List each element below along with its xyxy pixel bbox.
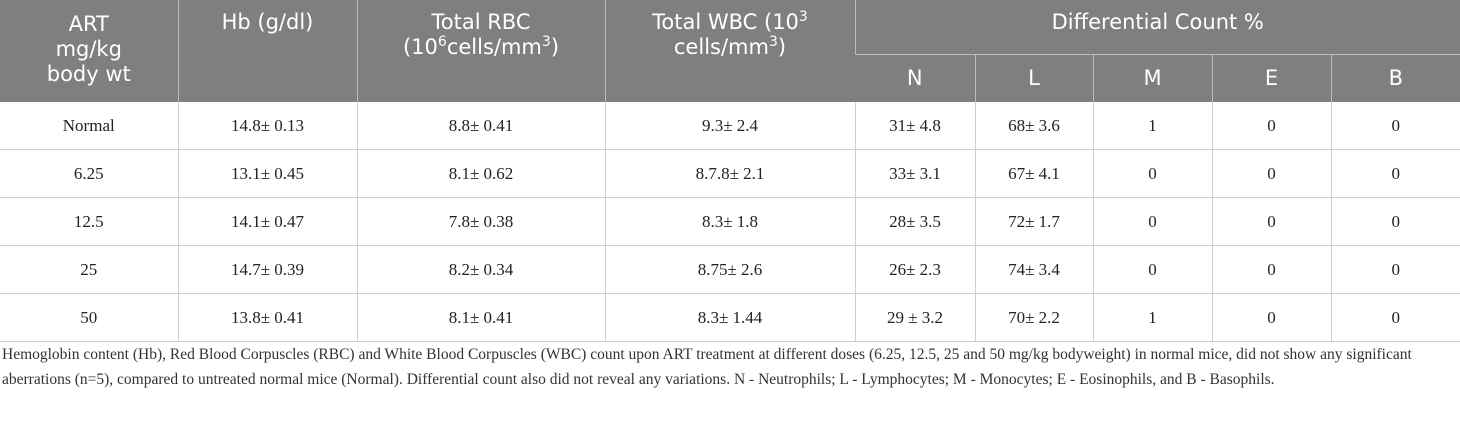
table-cell: 13.8± 0.41 xyxy=(177,293,357,342)
superscript: 3 xyxy=(768,34,778,50)
table-cell: 31± 4.8 xyxy=(854,102,975,150)
table-cell: 14.1± 0.47 xyxy=(177,197,357,246)
table-cell: 0 xyxy=(1211,197,1331,246)
table-cell: 29 ± 3.2 xyxy=(854,293,975,342)
header-text: Hb (g/dl) xyxy=(221,10,314,34)
table-cell: 33± 3.1 xyxy=(854,149,975,198)
header-cell: ART mg/kg body wt xyxy=(0,0,178,102)
header-text: ART xyxy=(68,12,109,36)
table-cell: 0 xyxy=(1211,102,1331,150)
header-cell: Hb (g/dl) xyxy=(177,0,357,102)
table-row: 6.25 13.1± 0.45 8.1± 0.62 8.7.8± 2.1 33± 3.1… xyxy=(0,149,1460,198)
table-cell: 1 xyxy=(1092,102,1212,150)
table-cell: 0 xyxy=(1330,149,1460,198)
table-row: 12.5 14.1± 0.47 7.8± 0.38 8.3± 1.8 28± 3.5 72… xyxy=(0,197,1460,246)
superscript: 3 xyxy=(798,9,808,25)
table-cell: 6.25 xyxy=(0,149,178,198)
table-row: Normal 14.8± 0.13 8.8± 0.41 9.3± 2.4 31± 4.8… xyxy=(0,102,1460,150)
header-text: Total RBC xyxy=(431,10,531,34)
table-cell: 9.3± 2.4 xyxy=(604,102,855,150)
header-cell: L xyxy=(974,54,1093,102)
table-row: 25 14.7± 0.39 8.2± 0.34 8.75± 2.6 26± 2.3 74±… xyxy=(0,245,1460,294)
table-cell: 12.5 xyxy=(0,197,178,246)
header-text: cells/mm xyxy=(446,35,542,59)
header-text: ) xyxy=(550,35,560,59)
table-cell: 13.1± 0.45 xyxy=(177,149,357,198)
table-cell: 26± 2.3 xyxy=(854,245,975,294)
table-cell: 0 xyxy=(1092,245,1212,294)
superscript: 3 xyxy=(541,34,551,50)
table-cell: 0 xyxy=(1330,102,1460,150)
table-cell: 72± 1.7 xyxy=(974,197,1093,246)
superscript: 6 xyxy=(437,34,447,50)
header-text: ) xyxy=(777,35,787,59)
table-cell: 8.1± 0.41 xyxy=(356,293,605,342)
header-cell: M xyxy=(1092,54,1212,102)
table-cell: 8.3± 1.44 xyxy=(604,293,855,342)
table-cell: 7.8± 0.38 xyxy=(356,197,605,246)
table-cell: 0 xyxy=(1330,245,1460,294)
table-cell: 14.8± 0.13 xyxy=(177,102,357,150)
table-cell: 28± 3.5 xyxy=(854,197,975,246)
table-cell: 8.1± 0.62 xyxy=(356,149,605,198)
header-cell: N xyxy=(855,54,975,102)
table-cell: 8.7.8± 2.1 xyxy=(604,149,855,198)
table-cell: 70± 2.2 xyxy=(974,293,1093,342)
table-cell: 68± 3.6 xyxy=(974,102,1093,150)
table-cell: 0 xyxy=(1092,197,1212,246)
header-text: Differential Count % xyxy=(1051,10,1264,34)
table-cell: 74± 3.4 xyxy=(974,245,1093,294)
table-cell: 25 xyxy=(0,245,178,294)
header-cell: Differential Count % xyxy=(854,0,1460,55)
table-cell: 8.8± 0.41 xyxy=(356,102,605,150)
table-cell: 0 xyxy=(1211,245,1331,294)
table-cell: 14.7± 0.39 xyxy=(177,245,357,294)
table-cell: 0 xyxy=(1211,149,1331,198)
header-cell: Total RBC (106cells/mm3) xyxy=(356,0,605,102)
header-text: (10 xyxy=(402,35,438,59)
table-cell: 8.75± 2.6 xyxy=(604,245,855,294)
header-text: cells/mm xyxy=(673,35,769,59)
header-cell: Total WBC (103 cells/mm3) xyxy=(604,0,855,102)
table-cell: 0 xyxy=(1211,293,1331,342)
table-cell: 8.3± 1.8 xyxy=(604,197,855,246)
header-text: mg/kg xyxy=(55,37,122,61)
table-cell: 1 xyxy=(1092,293,1212,342)
table-cell: 67± 4.1 xyxy=(974,149,1093,198)
footnote: Hemoglobin content (Hb), Red Blood Corpu… xyxy=(2,346,1412,388)
header-text: body wt xyxy=(46,62,131,86)
table-cell: 0 xyxy=(1330,197,1460,246)
table-cell: 0 xyxy=(1092,149,1212,198)
header-cell: B xyxy=(1330,54,1460,102)
data-table: ART mg/kg body wt Hb (g/dl) Total RBC (1… xyxy=(0,0,1460,342)
table-cell: 0 xyxy=(1330,293,1460,342)
table-cell: 50 xyxy=(0,293,178,342)
table-cell: Normal xyxy=(0,102,178,150)
header-cell: E xyxy=(1211,54,1331,102)
table-body: Normal 14.8± 0.13 8.8± 0.41 9.3± 2.4 31± 4.8… xyxy=(0,102,1460,342)
table-row: 50 13.8± 0.41 8.1± 0.41 8.3± 1.44 29 ± 3.2 70… xyxy=(0,293,1460,342)
table-cell: 8.2± 0.34 xyxy=(356,245,605,294)
header-text: Total WBC (10 xyxy=(652,10,799,34)
